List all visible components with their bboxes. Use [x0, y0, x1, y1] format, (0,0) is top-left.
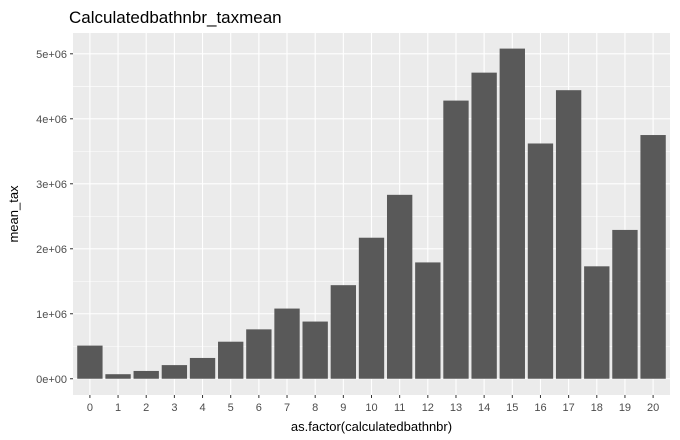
x-tick-label: 18: [591, 402, 603, 414]
x-tick-label: 13: [450, 402, 462, 414]
bar-17: [555, 90, 582, 379]
x-tick-label: 17: [562, 402, 574, 414]
y-axis: 0e+00 1e+06 2e+06 3e+06 4e+06 5e+06: [36, 49, 73, 386]
bar-14: [471, 72, 497, 379]
y-tick-label: 2e+06: [36, 244, 67, 256]
x-tick-label: 20: [647, 402, 659, 414]
bar-2: [133, 370, 159, 379]
x-tick-label: 19: [619, 402, 631, 414]
x-axis: 0 1 2 3 4 5 6 7 8 9 10 11 12 13 14 15 16 17 18 19 20: [87, 395, 659, 414]
x-tick-label: 7: [284, 402, 290, 414]
bar-12: [415, 262, 441, 379]
x-tick-label: 10: [365, 402, 377, 414]
bar-3: [161, 365, 188, 379]
y-tick-label: 1e+06: [36, 309, 67, 321]
bars: [77, 48, 666, 379]
x-tick-label: 0: [87, 402, 93, 414]
x-tick-label: 5: [228, 402, 234, 414]
bar-7: [274, 308, 300, 379]
bar-13: [443, 100, 469, 379]
bar-16: [527, 143, 554, 379]
x-tick-label: 4: [199, 402, 205, 414]
bar-4: [189, 357, 216, 379]
x-tick-label: 16: [534, 402, 546, 414]
x-tick-label: 2: [143, 402, 149, 414]
y-axis-title: mean_tax: [6, 185, 21, 243]
bar-9: [330, 285, 357, 379]
bar-8: [302, 321, 328, 379]
x-tick-label: 6: [256, 402, 262, 414]
x-tick-label: 11: [394, 402, 405, 414]
bar-5: [218, 341, 244, 379]
y-tick-label: 3e+06: [36, 179, 67, 191]
x-tick-label: 14: [478, 402, 490, 414]
x-tick-label: 12: [422, 402, 434, 414]
x-tick-label: 9: [340, 402, 346, 414]
bar-0: [77, 345, 103, 379]
bar-18: [584, 266, 610, 379]
bar-11: [386, 194, 413, 379]
chart-title: Calculatedbathnbr_taxmean: [69, 8, 282, 27]
x-tick-label: 1: [115, 402, 121, 414]
bar-10: [358, 237, 385, 379]
bar-19: [612, 229, 638, 379]
x-tick-label: 8: [312, 402, 318, 414]
bar-6: [246, 329, 272, 379]
bar-20: [640, 135, 666, 379]
bar-15: [499, 48, 525, 379]
y-tick-label: 4e+06: [36, 114, 67, 126]
x-tick-label: 15: [506, 402, 518, 414]
x-tick-label: 3: [171, 402, 177, 414]
x-axis-title: as.factor(calculatedbathnbr): [291, 419, 452, 434]
y-tick-label: 5e+06: [36, 49, 67, 61]
y-tick-label: 0e+00: [36, 374, 67, 386]
bar-1: [105, 374, 131, 379]
